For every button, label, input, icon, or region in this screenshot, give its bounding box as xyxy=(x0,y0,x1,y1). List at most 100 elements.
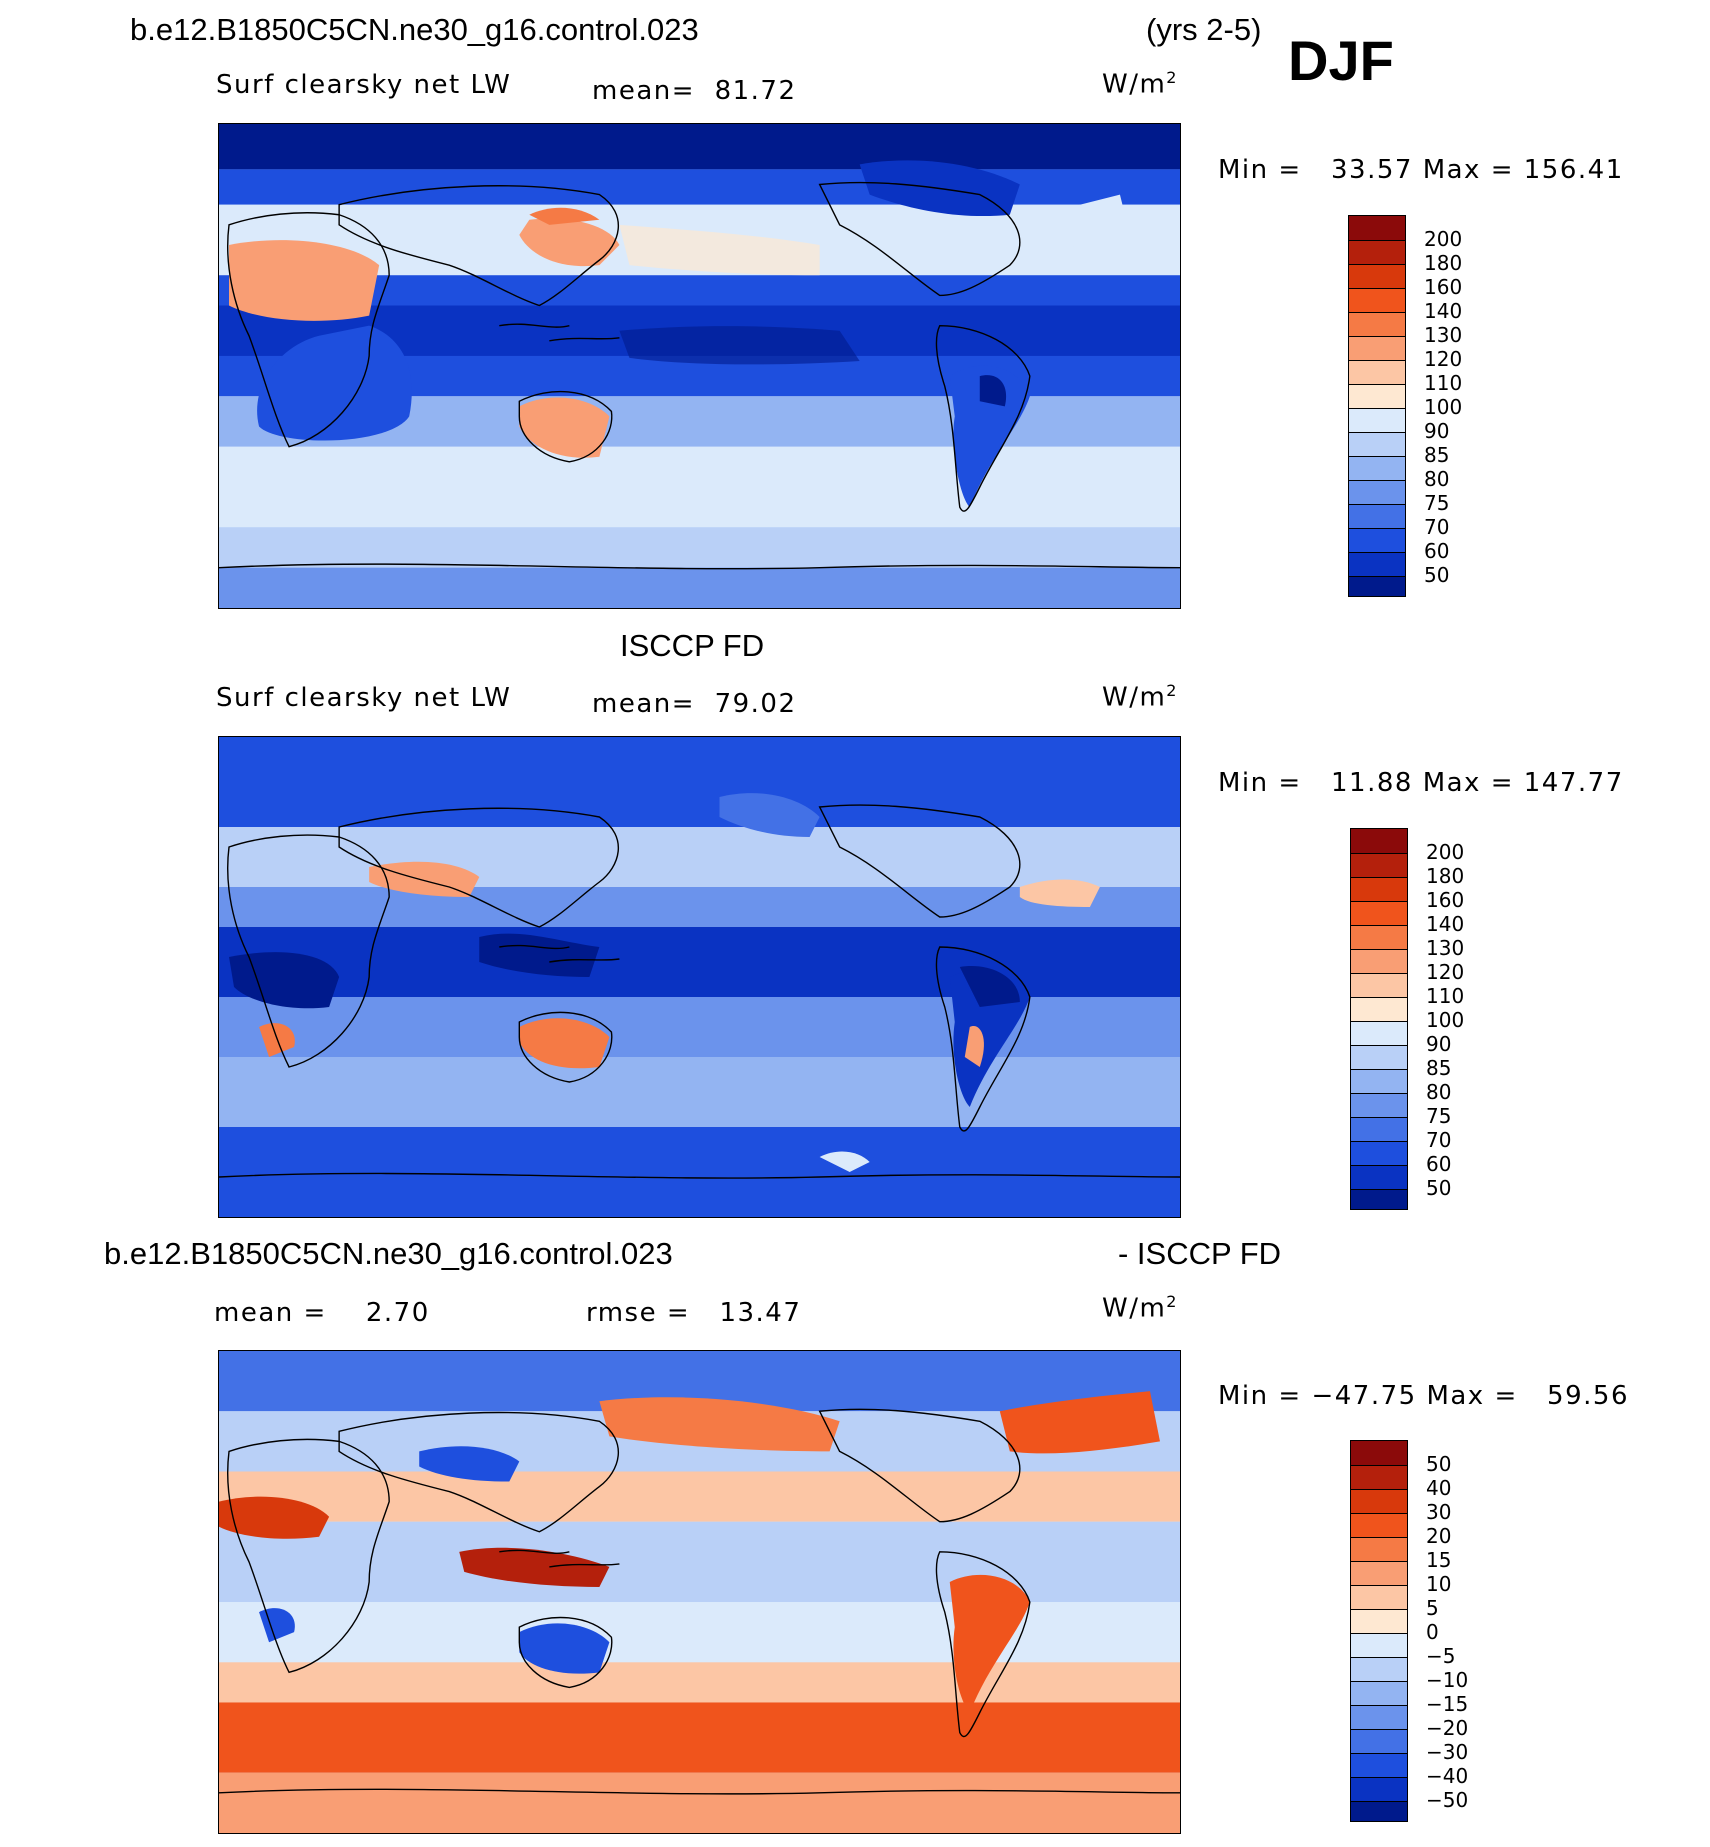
panel3-cb-label-7: 0 xyxy=(1426,1620,1439,1644)
panel3-australia xyxy=(519,1623,610,1674)
panel2-coast-north-america xyxy=(818,804,1021,918)
panel1-units: W/m2 xyxy=(1102,68,1178,100)
panel3-min-value: −47.75 xyxy=(1311,1381,1417,1411)
panel2-mean-label: mean= 79.02 xyxy=(592,689,797,719)
panel1-cb-seg-3 xyxy=(1349,288,1405,312)
panel1-gulf-stream xyxy=(999,194,1130,256)
panel3-max-value: 59.56 xyxy=(1547,1381,1629,1411)
panel2-cb-label-6: 110 xyxy=(1426,984,1465,1008)
panel2-min-max: Min = 11.88 Max = 147.77 xyxy=(1218,768,1624,798)
panel2-cb-label-4: 130 xyxy=(1426,936,1465,960)
panel2-mean-value: 79.02 xyxy=(714,689,797,719)
panel2-cb-label-12: 70 xyxy=(1426,1128,1452,1152)
panel1-cb-seg-5 xyxy=(1349,336,1405,360)
panel1-arctic xyxy=(219,124,1180,170)
panel1-cb-label-9: 85 xyxy=(1424,443,1450,467)
panel1-amazon xyxy=(979,375,1007,407)
panel2-cb-seg-8 xyxy=(1351,1021,1407,1045)
panel1-min-key: Min = xyxy=(1218,155,1302,185)
panel1-coast-south-america xyxy=(935,324,1031,512)
panel1-cb-label-2: 160 xyxy=(1424,275,1463,299)
panel2-max-key: Max = xyxy=(1422,768,1514,798)
panel3-cb-seg-15 xyxy=(1351,1801,1407,1821)
panel3-cb-seg-3 xyxy=(1351,1513,1407,1537)
panel2-patagonia xyxy=(964,1026,984,1067)
panel2-central-africa xyxy=(229,952,340,1009)
panel2-southern-ocean xyxy=(219,1057,1180,1127)
panel2-title: ISCCP FD xyxy=(620,628,765,663)
panel1-mean-key: mean= xyxy=(592,76,696,106)
panel2-cb-label-1: 180 xyxy=(1426,864,1465,888)
panel3-asia-blue xyxy=(419,1446,520,1482)
panel2-cb-label-14: 50 xyxy=(1426,1176,1452,1200)
panel2-cb-seg-5 xyxy=(1351,949,1407,973)
panel2-cb-seg-3 xyxy=(1351,901,1407,925)
panel3-south-tropics xyxy=(219,1602,1180,1663)
panel3-map-svg xyxy=(219,1351,1180,1833)
panel3-cb-label-6: 5 xyxy=(1426,1596,1439,1620)
panel2-cb-seg-7 xyxy=(1351,997,1407,1021)
panel1-sub-antarctic xyxy=(219,527,1180,568)
panel1-mean-label: mean= 81.72 xyxy=(592,76,797,106)
panel3-rmse-key: rmse = xyxy=(586,1298,691,1328)
panel2-cb-label-13: 60 xyxy=(1426,1152,1452,1176)
panel2-max-value: 147.77 xyxy=(1523,768,1624,798)
panel2-cb-label-8: 90 xyxy=(1426,1032,1452,1056)
panel1-cb-label-3: 140 xyxy=(1424,299,1463,323)
panel2-amazon xyxy=(959,966,1020,1007)
panel3-cb-label-9: −10 xyxy=(1426,1668,1469,1692)
panel2-south-africa xyxy=(259,1023,295,1057)
panel2-north-subtropics xyxy=(219,827,1180,887)
panel3-cb-seg-10 xyxy=(1351,1681,1407,1705)
panel3-cb-seg-8 xyxy=(1351,1633,1407,1657)
panel3-coast-south-america xyxy=(935,1551,1031,1738)
panel1-coast-antarctica xyxy=(219,563,1180,570)
panel3-cb-label-2: 30 xyxy=(1426,1500,1452,1524)
panel2-colorbar-bar xyxy=(1350,828,1408,1210)
panel1-australia xyxy=(519,397,610,458)
panel3-cb-seg-2 xyxy=(1351,1489,1407,1513)
panel3-min-max: Min = −47.75 Max = 59.56 xyxy=(1218,1381,1629,1411)
panel2-min-key: Min = xyxy=(1218,768,1302,798)
panel3-north-atlantic xyxy=(999,1391,1160,1454)
panel2-tropics xyxy=(219,927,1180,997)
panel1-min-max: Min = 33.57 Max = 156.41 xyxy=(1218,155,1624,185)
panel3-cb-seg-6 xyxy=(1351,1585,1407,1609)
panel1-subarctic xyxy=(219,169,1180,205)
panel1-antarctica xyxy=(219,567,1180,608)
panel1-units-base: W/m xyxy=(1102,69,1167,100)
panel2-australia xyxy=(519,1018,610,1069)
panel2-cb-seg-15 xyxy=(1351,1189,1407,1209)
panel1-cb-label-7: 100 xyxy=(1424,395,1463,419)
case-name-title: b.e12.B1850C5CN.ne30_g16.control.023 xyxy=(130,12,699,47)
panel2-cb-label-5: 120 xyxy=(1426,960,1465,984)
panel2-cb-label-11: 75 xyxy=(1426,1104,1452,1128)
panel1-cb-seg-14 xyxy=(1349,552,1405,576)
panel3-coast-australia xyxy=(518,1616,613,1689)
panel1-africa-south xyxy=(257,325,412,441)
panel3-cb-seg-4 xyxy=(1351,1537,1407,1561)
panel1-cb-seg-10 xyxy=(1349,456,1405,480)
panel3-units-exp: 2 xyxy=(1166,1292,1178,1311)
panel1-cb-label-13: 60 xyxy=(1424,539,1450,563)
panel1-map xyxy=(218,123,1181,609)
panel2-cb-seg-0 xyxy=(1351,829,1407,853)
panel2-arctic xyxy=(219,737,1180,827)
panel3-cb-label-14: −50 xyxy=(1426,1788,1469,1812)
panel1-sahara xyxy=(229,240,380,321)
panel2-cb-seg-6 xyxy=(1351,973,1407,997)
panel2-coast-australia xyxy=(518,1011,613,1083)
panel3-cb-seg-13 xyxy=(1351,1753,1407,1777)
panel3-mean-label: mean = 2.70 xyxy=(214,1298,430,1328)
panel3-cb-label-3: 20 xyxy=(1426,1524,1452,1548)
panel2-cb-seg-4 xyxy=(1351,925,1407,949)
panel2-coast-south-america xyxy=(935,946,1031,1132)
panel2-atlantic-warm xyxy=(1019,879,1100,907)
panel1-max-value: 156.41 xyxy=(1523,155,1624,185)
panel2-coastlines xyxy=(219,804,1180,1179)
panel1-cb-label-0: 200 xyxy=(1424,227,1463,251)
panel2-antarctica xyxy=(219,1167,1180,1217)
panel2-cb-label-7: 100 xyxy=(1426,1008,1465,1032)
panel1-japan-flux xyxy=(529,207,600,225)
panel2-maritime-continent xyxy=(479,933,600,977)
